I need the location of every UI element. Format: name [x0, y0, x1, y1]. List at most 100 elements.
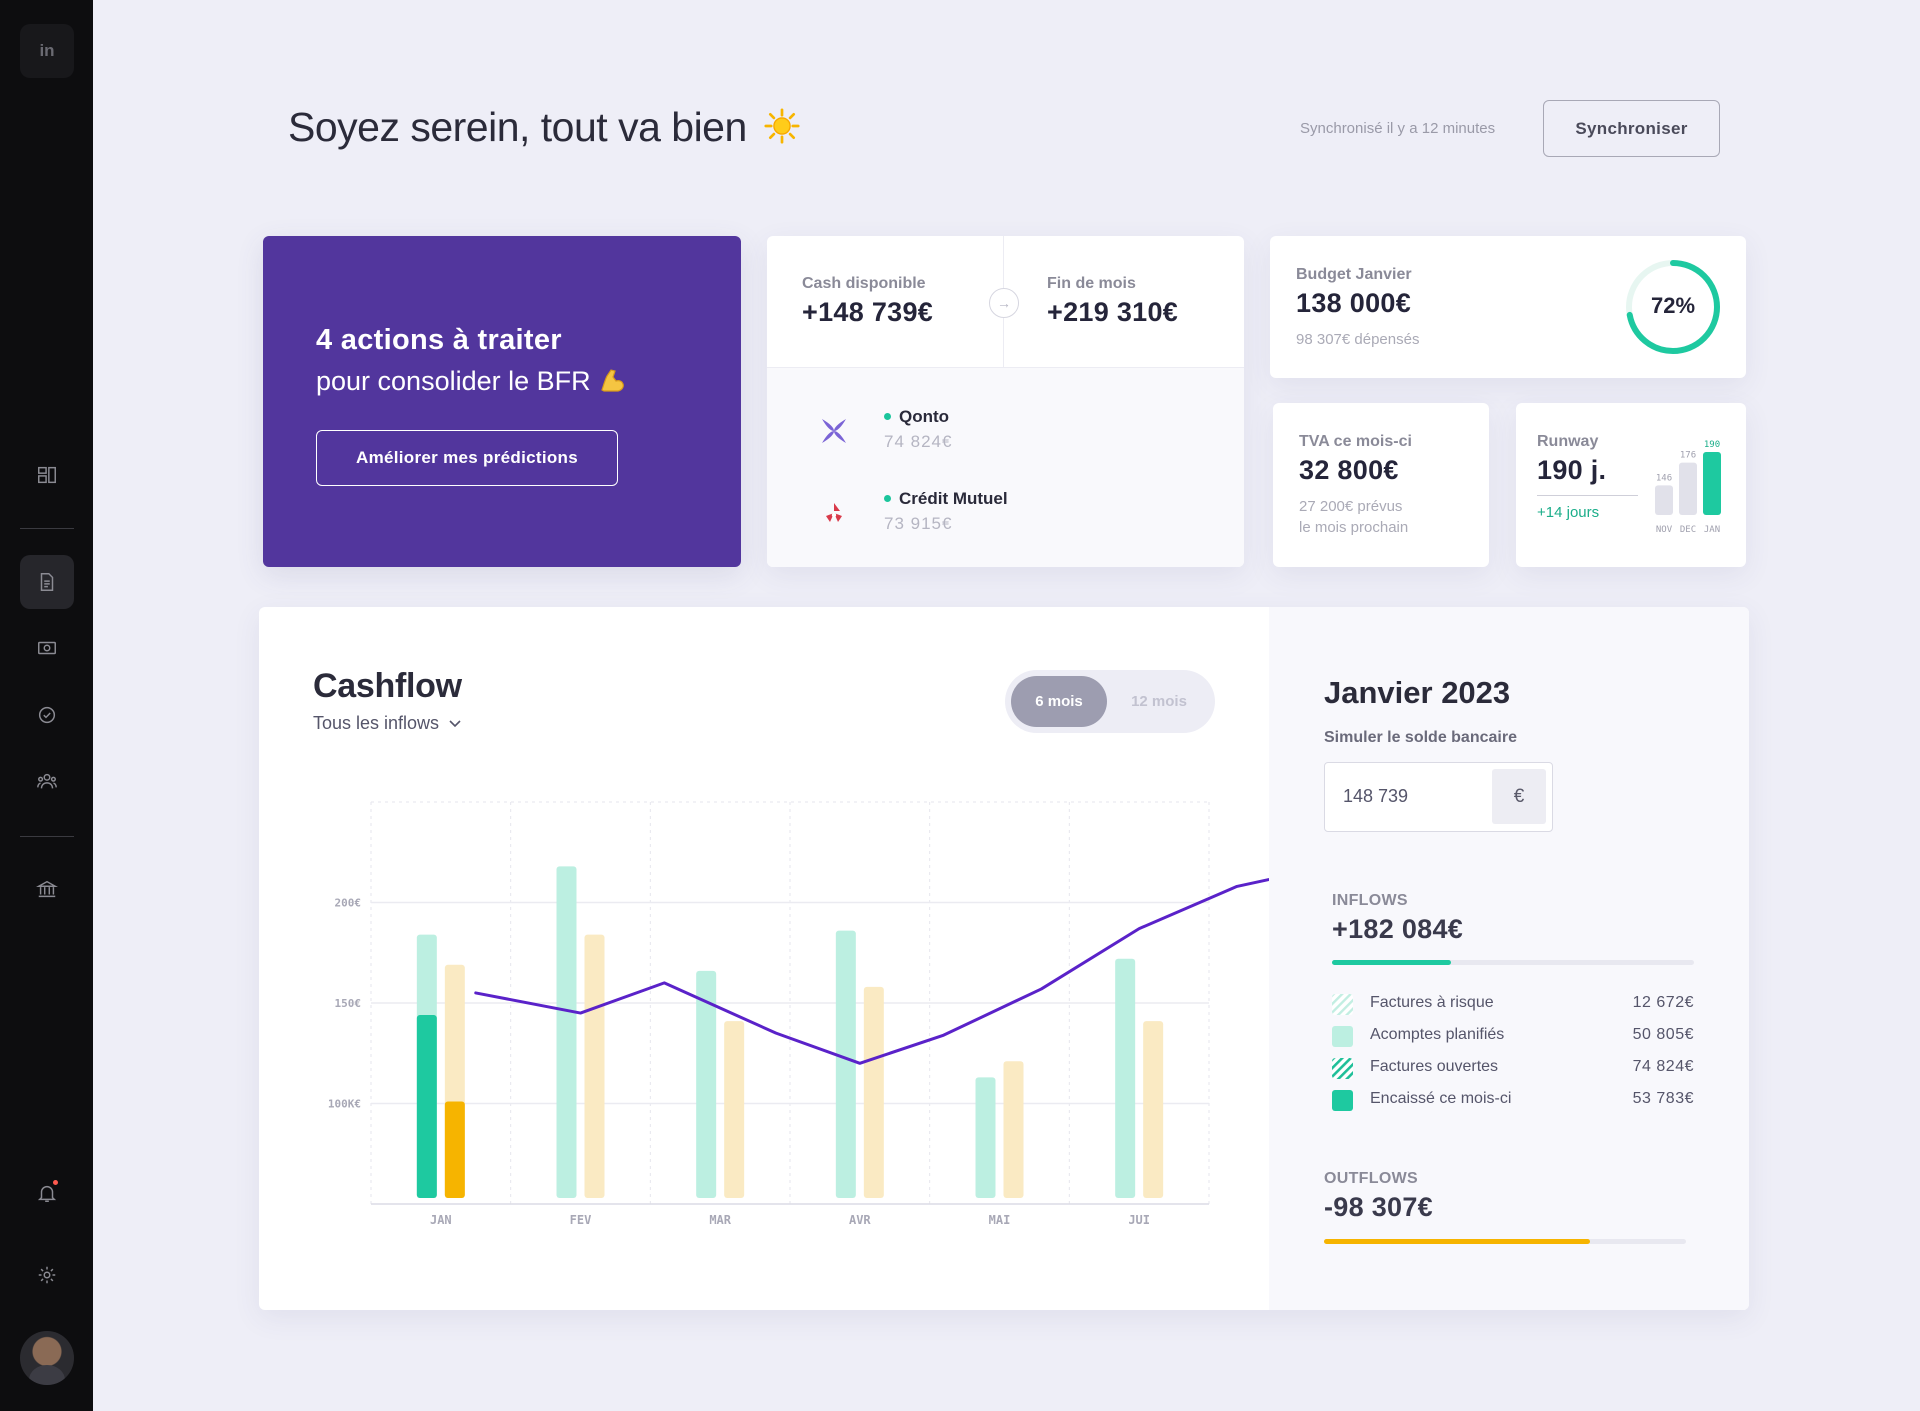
- runway-value: 190 j.: [1537, 455, 1607, 485]
- legend-value: 74 824€: [1632, 1058, 1694, 1075]
- legend-item: Encaissé ce mois-ci 53 783€: [1332, 1088, 1694, 1112]
- legend-value: 12 672€: [1632, 994, 1694, 1011]
- toggle-12-months[interactable]: 12 mois: [1109, 676, 1209, 727]
- hatched-light-swatch-icon: [1332, 994, 1353, 1015]
- dashboard-icon[interactable]: [20, 448, 74, 502]
- cashflow-card: Cashflow Tous les inflows 6 mois 12 mois…: [259, 607, 1749, 1310]
- tva-note-line2: le mois prochain: [1299, 519, 1409, 536]
- bank-row-credit-mutuel[interactable]: Crédit Mutuel 73 915€: [767, 486, 1244, 546]
- sidebar-divider: [20, 528, 74, 529]
- chart-bar: [556, 866, 577, 1198]
- x-tick-label: JUI: [1128, 1213, 1150, 1227]
- bank-amount: 73 915€: [884, 514, 953, 533]
- month-panel: Janvier 2023 Simuler le solde bancaire €…: [1269, 607, 1749, 1310]
- currency-badge: €: [1492, 769, 1546, 824]
- period-toggle: 6 mois 12 mois: [1005, 670, 1215, 733]
- budget-card[interactable]: Budget Janvier 138 000€ 98 307€ dépensés…: [1270, 236, 1746, 378]
- runway-card[interactable]: Runway 190 j. +14 jours 146 NOV 176 DEC 190 J…: [1516, 403, 1746, 567]
- y-tick-label: 150€: [335, 997, 362, 1010]
- legend-label: Acomptes planifiés: [1370, 1026, 1505, 1043]
- team-icon[interactable]: [20, 754, 74, 808]
- month-end-value: +219 310€: [1047, 297, 1179, 327]
- cash-summary: Cash disponible +148 739€ → Fin de mois …: [767, 236, 1244, 368]
- sidebar-divider: [20, 836, 74, 837]
- runway-axis-label: NOV: [1656, 525, 1673, 535]
- simulate-label: Simuler le solde bancaire: [1324, 729, 1517, 746]
- runway-bar-value: 190: [1704, 440, 1720, 450]
- x-tick-label: MAI: [989, 1213, 1011, 1227]
- sidebar: in: [0, 0, 93, 1411]
- bank-row-qonto[interactable]: Qonto 74 824€: [767, 404, 1244, 464]
- improve-predictions-button[interactable]: Améliorer mes prédictions: [316, 430, 618, 486]
- cash-available-value: +148 739€: [802, 297, 934, 327]
- simulate-field: €: [1324, 762, 1553, 832]
- cashflow-line: [474, 877, 1269, 1065]
- cash-icon[interactable]: [20, 621, 74, 675]
- gear-icon[interactable]: [20, 1248, 74, 1302]
- outflows-value: -98 307€: [1324, 1192, 1433, 1222]
- legend-item: Acomptes planifiés 50 805€: [1332, 1024, 1694, 1048]
- legend-label: Factures à risque: [1370, 994, 1494, 1011]
- outflows-progress: [1324, 1239, 1686, 1244]
- app-logo-text: in: [39, 41, 55, 60]
- actions-title: 4 actions à traiter: [316, 324, 562, 356]
- cashflow-title: Cashflow: [313, 667, 462, 705]
- legend-item: Factures ouvertes 74 824€: [1332, 1056, 1694, 1080]
- chart-bar: [584, 934, 605, 1198]
- x-tick-label: FEV: [570, 1213, 592, 1227]
- chart-bar: [416, 1015, 437, 1198]
- runway-bar: [1655, 485, 1673, 515]
- x-tick-label: AVR: [849, 1213, 871, 1227]
- legend-value: 50 805€: [1632, 1026, 1694, 1043]
- y-tick-label: 100K€: [328, 1098, 361, 1111]
- notification-dot: [53, 1180, 58, 1185]
- y-tick-label: 200€: [335, 897, 362, 910]
- bank-accounts: Qonto 74 824€ Crédit Mutuel 73 915€: [767, 368, 1244, 567]
- solid-light-swatch-icon: [1332, 1026, 1353, 1047]
- legend-label: Factures ouvertes: [1370, 1058, 1499, 1075]
- chevron-down-icon: [449, 720, 461, 728]
- budget-percent: 72%: [1650, 293, 1696, 318]
- chart-bar: [444, 1101, 465, 1198]
- budget-donut-arc: [1626, 260, 1720, 354]
- x-tick-label: MAR: [709, 1213, 731, 1227]
- inflow-filter-label: Tous les inflows: [313, 713, 440, 733]
- avatar[interactable]: [20, 1331, 74, 1385]
- legend-label: Encaissé ce mois-ci: [1370, 1090, 1512, 1107]
- chart-bar: [1003, 1061, 1024, 1198]
- month-end-label: Fin de mois: [1047, 275, 1136, 292]
- runway-axis-label: DEC: [1680, 525, 1696, 535]
- status-dot: [884, 413, 891, 420]
- check-circle-icon[interactable]: [20, 688, 74, 742]
- sync-button[interactable]: Synchroniser: [1543, 100, 1720, 157]
- solid-swatch-icon: [1332, 1090, 1353, 1111]
- arrow-right-icon: →: [989, 288, 1019, 318]
- bank-name: Crédit Mutuel: [899, 489, 1008, 508]
- actions-subtitle: pour consolider le BFR: [316, 366, 626, 397]
- chart-bar: [863, 986, 884, 1198]
- inflows-value: +182 084€: [1332, 914, 1464, 944]
- actions-subtitle-text: pour consolider le BFR: [316, 366, 591, 396]
- chart-bar: [1115, 958, 1136, 1198]
- bank-icon[interactable]: [20, 862, 74, 916]
- simulate-balance-input[interactable]: [1325, 763, 1490, 830]
- document-icon[interactable]: [20, 555, 74, 609]
- budget-spent: 98 307€ dépensés: [1296, 331, 1420, 348]
- budget-value: 138 000€: [1296, 288, 1412, 318]
- cashflow-chart: 100K€ 150€ 200€ JAN FEV MAR AVR MAI JUI: [328, 801, 1269, 1227]
- runway-axis-label: JAN: [1704, 525, 1720, 535]
- app-logo[interactable]: in: [20, 24, 74, 78]
- bell-icon[interactable]: [20, 1166, 74, 1220]
- flexed-biceps-icon: [601, 369, 624, 392]
- tva-card[interactable]: TVA ce mois-ci 32 800€ 27 200€ prévus le…: [1273, 403, 1489, 567]
- page-title: Soyez serein, tout va bien: [288, 104, 800, 151]
- qonto-logo-icon: [822, 419, 846, 443]
- status-dot: [884, 495, 891, 502]
- x-tick-label: JAN: [430, 1213, 452, 1227]
- inflow-filter-dropdown[interactable]: Tous les inflows: [313, 713, 462, 734]
- toggle-6-months[interactable]: 6 mois: [1011, 676, 1107, 727]
- bank-name: Qonto: [899, 407, 950, 426]
- inflows-label: INFLOWS: [1332, 892, 1408, 909]
- page-title-text: Soyez serein, tout va bien: [288, 104, 747, 150]
- runway-delta: +14 jours: [1537, 504, 1600, 521]
